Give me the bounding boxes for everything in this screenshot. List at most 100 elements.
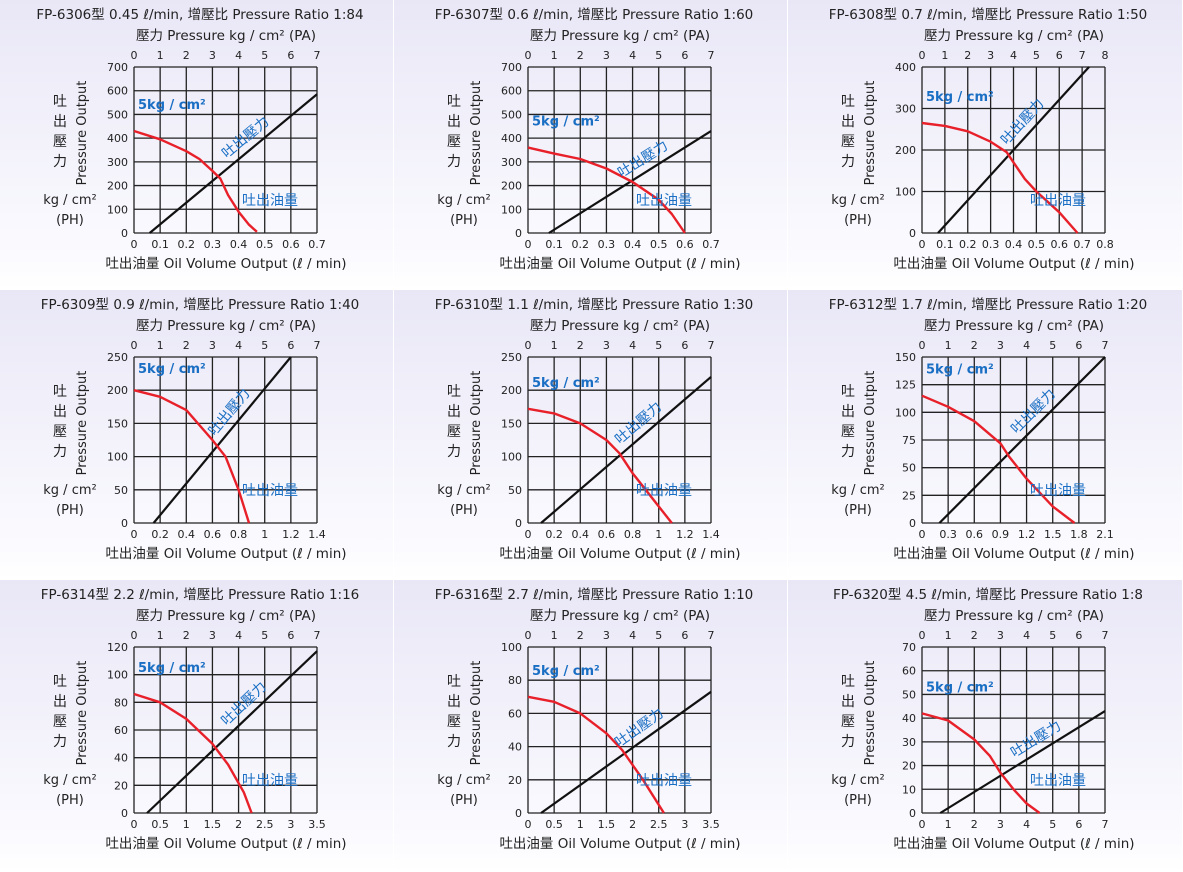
- y-tick-label: 50: [508, 484, 522, 497]
- top-tick-label: 0: [525, 339, 532, 352]
- y-tick-label: 150: [501, 417, 522, 430]
- y-axis-unit: kg / cm²: [831, 483, 884, 498]
- x-axis-label: 吐出油量 Oil Volume Output (ℓ / min): [893, 546, 1134, 562]
- pressure-output-line: [939, 710, 1106, 814]
- y-axis-label-cn-char: 壓: [53, 134, 67, 150]
- y-axis-label-cn-char: 壓: [447, 424, 461, 440]
- annotation-oil-volume: 吐出油量: [1030, 483, 1086, 499]
- x-tick-label: 1: [261, 528, 268, 541]
- top-tick-label: 5: [1049, 339, 1056, 352]
- top-tick-label: 5: [1033, 49, 1040, 62]
- y-tick-label: 60: [508, 707, 522, 720]
- top-axis-label: 壓力 Pressure kg / cm² (PA): [136, 318, 316, 334]
- chart-title: FP-6309型 0.9 ℓ/min, 增壓比 Pressure Ratio 1…: [41, 297, 360, 313]
- annotation-oil-volume: 吐出油量: [1030, 193, 1086, 209]
- x-tick-label: 0.5: [1028, 238, 1046, 251]
- y-tick-label: 700: [107, 61, 128, 74]
- y-tick-label: 80: [114, 696, 128, 709]
- chart-svg: FP-6308型 0.7 ℓ/min, 增壓比 Pressure Ratio 1…: [829, 7, 1148, 272]
- y-axis-label-cn-char: 力: [53, 444, 67, 460]
- top-tick-label: 6: [681, 629, 688, 642]
- top-tick-label: 0: [131, 49, 138, 62]
- x-tick-label: 1.8: [1070, 528, 1088, 541]
- x-tick-label: 6: [1075, 818, 1082, 831]
- y-axis-label-cn-char: 力: [53, 154, 67, 170]
- y-tick-label: 100: [501, 451, 522, 464]
- y-axis-label-en: Pressure Output: [469, 81, 484, 186]
- x-axis-label: 吐出油量 Oil Volume Output (ℓ / min): [105, 256, 346, 272]
- y-axis-label-cn-char: 力: [841, 154, 855, 170]
- top-tick-label: 3: [209, 629, 216, 642]
- x-tick-label: 7: [1102, 818, 1109, 831]
- oil-volume-curve: [527, 407, 673, 524]
- top-tick-label: 7: [314, 49, 321, 62]
- x-tick-label: 0.9: [992, 528, 1010, 541]
- y-tick-label: 200: [895, 144, 916, 157]
- y-axis-unit: kg / cm²: [43, 773, 96, 788]
- oil-volume-curve: [527, 146, 686, 234]
- x-tick-label: 0.2: [959, 238, 977, 251]
- y-tick-label: 20: [508, 774, 522, 787]
- top-tick-label: 5: [655, 629, 662, 642]
- pressure-output-line: [540, 690, 712, 814]
- top-tick-label: 4: [629, 49, 636, 62]
- x-tick-label: 0.6: [676, 238, 694, 251]
- x-tick-label: 0.3: [204, 238, 222, 251]
- y-tick-label: 300: [895, 103, 916, 116]
- y-tick-label: 200: [107, 384, 128, 397]
- top-tick-label: 3: [997, 629, 1004, 642]
- chart-svg: FP-6309型 0.9 ℓ/min, 增壓比 Pressure Ratio 1…: [41, 297, 360, 562]
- top-tick-label: 4: [629, 629, 636, 642]
- x-tick-label: 0.5: [151, 818, 169, 831]
- top-tick-label: 3: [209, 339, 216, 352]
- top-tick-label: 5: [655, 339, 662, 352]
- top-tick-label: 0: [919, 49, 926, 62]
- y-axis-label-cn-char: 吐: [53, 674, 67, 690]
- top-tick-label: 5: [1049, 629, 1056, 642]
- y-tick-label: 400: [107, 132, 128, 145]
- top-tick-label: 3: [987, 49, 994, 62]
- x-axis-label: 吐出油量 Oil Volume Output (ℓ / min): [499, 256, 740, 272]
- top-tick-label: 2: [577, 629, 584, 642]
- top-tick-label: 7: [708, 629, 715, 642]
- y-tick-label: 25: [902, 489, 916, 502]
- x-tick-label: 0.5: [650, 238, 668, 251]
- y-axis-label-cn-char: 出: [841, 694, 855, 710]
- y-axis-label-cn-char: 出: [53, 114, 67, 130]
- chart-title: FP-6320型 4.5 ℓ/min, 增壓比 Pressure Ratio 1…: [833, 587, 1143, 603]
- x-tick-label: 3: [681, 818, 688, 831]
- chart-svg: FP-6320型 4.5 ℓ/min, 增壓比 Pressure Ratio 1…: [831, 587, 1143, 852]
- annotation-5kg: 5kg / cm²: [138, 98, 206, 113]
- y-axis-label-en: Pressure Output: [75, 661, 90, 766]
- y-axis-label-cn-char: 出: [447, 114, 461, 130]
- y-axis-label-en: Pressure Output: [469, 371, 484, 476]
- x-tick-label: 1: [183, 818, 190, 831]
- chart-title: FP-6312型 1.7 ℓ/min, 增壓比 Pressure Ratio 1…: [829, 297, 1148, 313]
- y-tick-label: 0: [121, 227, 128, 240]
- x-tick-label: 0.4: [624, 238, 642, 251]
- y-axis-label-cn-char: 力: [841, 444, 855, 460]
- x-tick-label: 0.2: [572, 238, 590, 251]
- y-tick-label: 20: [902, 760, 916, 773]
- top-tick-label: 5: [261, 629, 268, 642]
- chart-svg: FP-6312型 1.7 ℓ/min, 增壓比 Pressure Ratio 1…: [829, 297, 1148, 562]
- chart-svg: FP-6307型 0.6 ℓ/min, 增壓比 Pressure Ratio 1…: [435, 7, 754, 272]
- top-tick-label: 3: [997, 339, 1004, 352]
- y-axis-unit-ph: (PH): [56, 793, 84, 808]
- annotation-5kg: 5kg / cm²: [532, 115, 600, 130]
- chart-panel: FP-6307型 0.6 ℓ/min, 增壓比 Pressure Ratio 1…: [394, 0, 788, 290]
- y-tick-label: 0: [515, 807, 522, 820]
- x-tick-label: 0: [131, 238, 138, 251]
- chart-title: FP-6306型 0.45 ℓ/min, 增壓比 Pressure Ratio …: [36, 7, 363, 23]
- top-tick-label: 2: [964, 49, 971, 62]
- annotation-oil-volume: 吐出油量: [1030, 773, 1086, 789]
- y-tick-label: 600: [107, 85, 128, 98]
- annotation-oil-volume: 吐出油量: [242, 193, 298, 209]
- x-tick-label: 0.1: [545, 238, 563, 251]
- top-tick-label: 2: [971, 339, 978, 352]
- y-axis-label-en: Pressure Output: [863, 81, 878, 186]
- x-tick-label: 1.5: [204, 818, 222, 831]
- y-axis-unit: kg / cm²: [831, 773, 884, 788]
- top-tick-label: 4: [1023, 339, 1030, 352]
- x-tick-label: 0.6: [204, 528, 222, 541]
